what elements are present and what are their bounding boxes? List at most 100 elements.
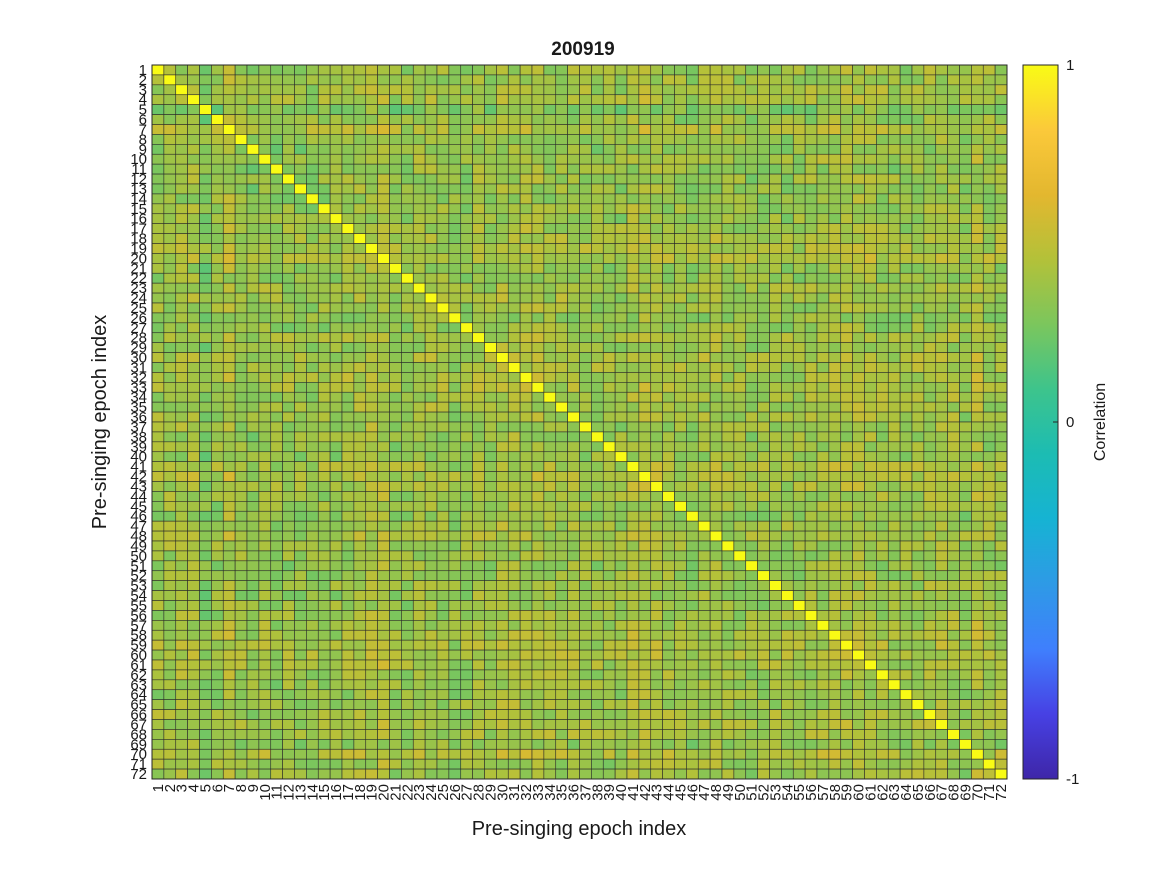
heatmap-cell [971, 144, 984, 155]
heatmap-cell [709, 342, 723, 353]
heatmap-cell [840, 441, 853, 453]
heatmap-cell [543, 94, 557, 105]
heatmap-cell [543, 709, 557, 720]
heatmap-cell [792, 421, 806, 433]
heatmap-cell [626, 431, 640, 443]
heatmap-cell [876, 530, 889, 542]
heatmap-cell [401, 302, 414, 314]
heatmap-cell [341, 372, 355, 383]
heatmap-cell [187, 183, 200, 195]
heatmap-cell [876, 114, 889, 125]
heatmap-cell [258, 451, 272, 462]
heatmap-cell [377, 679, 390, 691]
heatmap-cell [436, 441, 450, 453]
heatmap-cell [270, 481, 283, 492]
heatmap-cell [745, 352, 758, 363]
heatmap-cell [971, 272, 984, 284]
heatmap-cell [602, 461, 616, 472]
heatmap-cell [531, 173, 545, 185]
heatmap-cell [365, 312, 378, 324]
heatmap-cell [401, 501, 414, 512]
heatmap-cell [353, 699, 367, 710]
heatmap-cell [282, 213, 295, 224]
heatmap-cell [887, 352, 901, 363]
heatmap-cell [282, 193, 295, 205]
heatmap-cell [638, 401, 652, 413]
heatmap-cell [709, 84, 723, 96]
heatmap-cell [591, 203, 604, 215]
heatmap-cell [709, 729, 723, 740]
heatmap-cell [935, 520, 948, 532]
heatmap-cell [341, 213, 355, 224]
heatmap-cell [733, 699, 747, 710]
heatmap-cell [579, 461, 592, 472]
heatmap-cell [555, 530, 568, 542]
heatmap-cell [531, 263, 545, 274]
heatmap-cell [424, 510, 438, 522]
heatmap-cell [436, 173, 450, 185]
heatmap-cell [697, 570, 711, 581]
heatmap-cell [876, 84, 889, 96]
heatmap-cell [994, 709, 1008, 720]
heatmap-cell [899, 550, 913, 562]
heatmap-cell [852, 163, 865, 175]
heatmap-cell [626, 540, 640, 552]
heatmap-cell [436, 104, 450, 115]
heatmap-cell [626, 570, 640, 581]
heatmap-cell [828, 510, 842, 522]
heatmap-cell [911, 292, 925, 304]
heatmap-cell [341, 570, 355, 581]
heatmap-cell [626, 163, 640, 175]
heatmap-cell [947, 729, 960, 740]
heatmap-cell [234, 520, 248, 532]
heatmap-cell [792, 530, 806, 542]
heatmap-cell [531, 352, 545, 363]
heatmap-cell [781, 491, 794, 502]
heatmap-cell [792, 64, 806, 76]
heatmap-cell [401, 233, 414, 244]
heatmap-cell [519, 352, 533, 363]
heatmap-cell [626, 372, 640, 383]
heatmap-cell [662, 719, 675, 730]
heatmap-cell [341, 530, 355, 542]
heatmap-cell [389, 352, 402, 363]
heatmap-cell [721, 481, 735, 492]
heatmap-cell [246, 550, 260, 562]
heatmap-cell [555, 263, 568, 274]
heatmap-cell [757, 223, 770, 234]
heatmap-cell [828, 411, 842, 423]
heatmap-cell [436, 183, 450, 195]
heatmap-cell [389, 530, 402, 542]
heatmap-cell [175, 391, 188, 403]
heatmap-cell [211, 610, 224, 621]
heatmap-cell [234, 114, 248, 125]
heatmap-cell [353, 64, 367, 76]
heatmap-cell [448, 74, 462, 86]
heatmap-cell [377, 332, 390, 343]
heatmap-cell [602, 352, 616, 363]
heatmap-cell [804, 520, 818, 532]
heatmap-cell [258, 382, 272, 393]
heatmap-cell [828, 570, 842, 581]
heatmap-cell [591, 302, 604, 314]
heatmap-cell [567, 124, 580, 135]
heatmap-cell [567, 362, 580, 373]
heatmap-cell [781, 550, 794, 562]
heatmap-cell [531, 114, 545, 125]
heatmap-cell [567, 629, 580, 641]
heatmap-cell [353, 679, 367, 691]
heatmap-cell [887, 213, 901, 224]
heatmap-cell [496, 560, 509, 572]
heatmap-cell [971, 530, 984, 542]
heatmap-cell [579, 292, 592, 304]
heatmap-cell [721, 689, 735, 700]
heatmap-cell [947, 520, 960, 532]
heatmap-cell [579, 709, 592, 720]
heatmap-cell [626, 342, 640, 353]
heatmap-cell [638, 590, 652, 601]
heatmap-cell [959, 243, 972, 254]
heatmap-cell [306, 223, 319, 234]
heatmap-cell [781, 332, 794, 343]
heatmap-cell [840, 272, 853, 284]
heatmap-cell [436, 540, 450, 552]
